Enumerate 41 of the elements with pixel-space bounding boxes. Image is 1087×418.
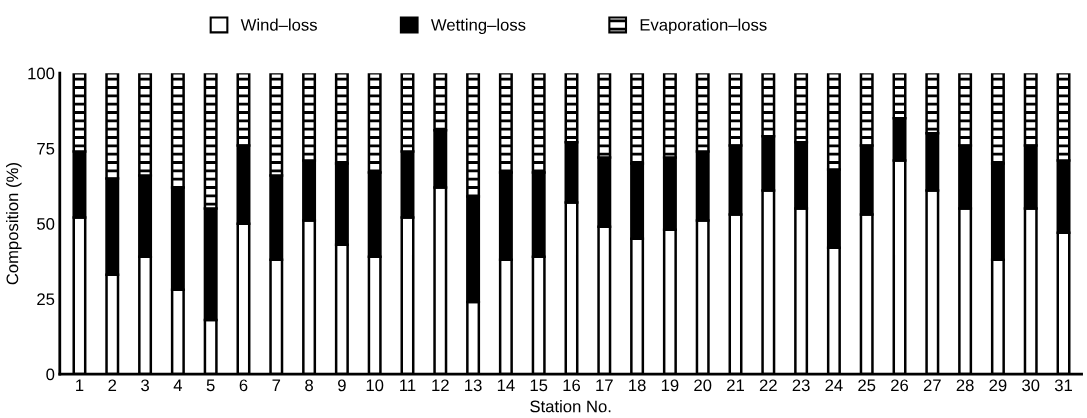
x-tick-label: 6 <box>239 379 248 392</box>
y-tick-label: 50 <box>37 218 55 230</box>
x-tick-label: 30 <box>1022 379 1040 392</box>
x-tick-label: 4 <box>173 379 183 392</box>
x-tick-label: 18 <box>629 379 646 392</box>
x-tick-label: 16 <box>563 379 581 392</box>
legend-label: Wetting–loss <box>430 18 526 35</box>
x-tick-label: 25 <box>858 379 876 392</box>
y-tick-label: 100 <box>28 67 55 80</box>
x-tick-label: 26 <box>891 379 909 392</box>
x-tick-label: 5 <box>206 379 215 392</box>
x-tick-label: 29 <box>989 379 1007 392</box>
legend-label: Evaporation–loss <box>640 18 767 35</box>
y-tick-label: 25 <box>37 293 55 306</box>
y-axis-title: Composition (%) <box>6 163 22 285</box>
x-tick-label: 22 <box>759 379 777 392</box>
x-tick-label: 2 <box>108 379 117 392</box>
x-tick-label: 17 <box>596 379 613 392</box>
x-tick-label: 27 <box>923 379 941 392</box>
x-axis-title: Station No. <box>530 400 611 413</box>
x-tick-label: 19 <box>661 379 679 392</box>
x-tick-label: 23 <box>792 379 810 392</box>
x-tick-label: 9 <box>338 379 346 392</box>
x-tick-label: 12 <box>432 379 449 392</box>
x-tick-label: 21 <box>727 379 744 392</box>
x-tick-label: 13 <box>465 379 482 392</box>
x-tick-label: 1 <box>76 379 84 392</box>
x-tick-label: 24 <box>825 379 843 392</box>
x-tick-label: 7 <box>272 379 281 392</box>
x-tick-label: 11 <box>400 379 416 392</box>
y-tick-label: 0 <box>46 368 55 381</box>
x-tick-label: 20 <box>694 379 712 392</box>
x-tick-label: 15 <box>530 379 548 392</box>
x-tick-label: 31 <box>1054 379 1072 392</box>
x-tick-label: 3 <box>141 379 149 392</box>
legend-label: Wind–loss <box>240 18 317 31</box>
x-tick-label: 14 <box>497 379 515 392</box>
x-tick-label: 10 <box>366 379 384 392</box>
x-tick-label: 28 <box>956 379 974 392</box>
x-tick-label: 8 <box>305 379 313 392</box>
y-tick-label: 75 <box>37 142 55 155</box>
